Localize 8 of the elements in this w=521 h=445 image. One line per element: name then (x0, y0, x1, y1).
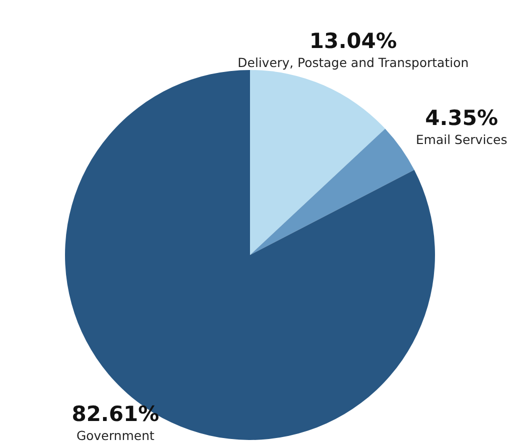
pie-slice (250, 128, 414, 255)
slice-label: Government (76, 428, 155, 443)
slice-label: Email Services (416, 132, 508, 147)
pie-slice (250, 70, 386, 255)
slice-label: Delivery, Postage and Transportation (238, 54, 469, 70)
data-label: 82.61% (72, 402, 160, 426)
data-label: 4.35% (425, 106, 498, 130)
data-label: 13.04% (309, 28, 397, 53)
